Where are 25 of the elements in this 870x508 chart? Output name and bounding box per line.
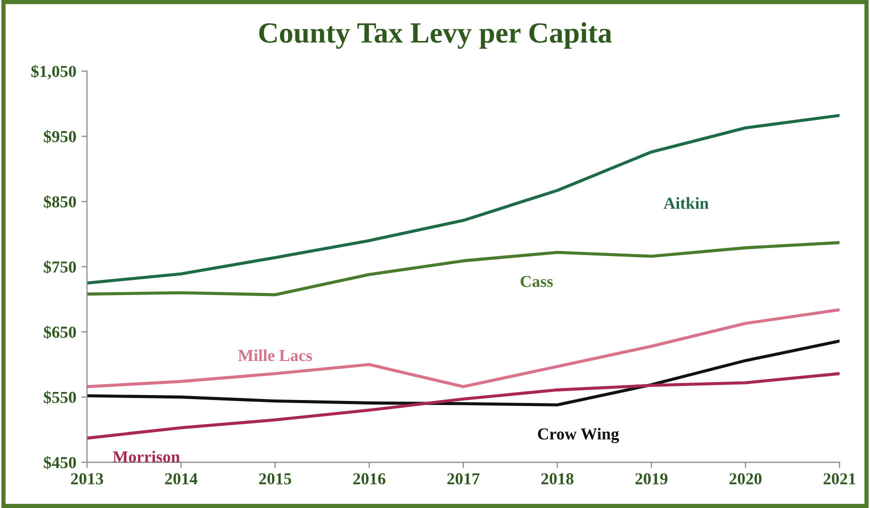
y-tick-label: $850 [44,195,76,209]
text: Aitkin [664,197,709,209]
series-label: Morrison [112,450,180,462]
x-tick-label: 2019 [635,473,668,484]
x-tick-label: 2013 [71,473,104,484]
line-series [87,241,840,296]
y-tick-label: $650 [44,326,76,339]
series-label: Cass [520,276,553,288]
y-tick-label: $1,050 [31,64,76,80]
x-tick-label: 2016 [353,473,386,484]
series-label: Crow Wing [538,428,620,444]
line-series [87,308,840,388]
x-tick-label: 2018 [541,473,574,484]
y-tick-label: $450 [44,456,76,470]
y-tick-label: $950 [44,130,76,144]
series-label: Mille Lacs [238,349,312,362]
x-tick-label: 2020 [730,473,762,484]
line-series [87,339,840,406]
chart-title: County Tax Levy per Capita [259,22,612,49]
x-tick-label: 2014 [165,473,198,484]
x-tick-label: 2015 [259,473,292,484]
x-tick-label: 2021 [824,473,856,484]
y-tick-label: $750 [44,260,76,274]
y-tick-label: $550 [44,390,76,404]
x-tick-label: 2017 [447,473,480,484]
